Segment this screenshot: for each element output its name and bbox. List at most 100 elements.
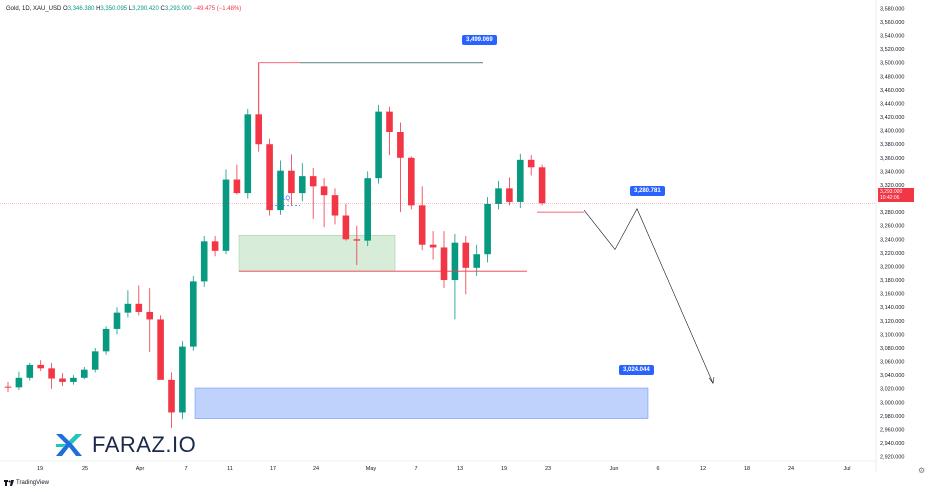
y-tick-label: 3,280.000: [880, 210, 904, 216]
candle-body: [364, 178, 371, 241]
symbol-title[interactable]: Gold, 1D, XAU_USD: [6, 6, 62, 12]
candle-body: [386, 111, 393, 132]
x-tick-label: 11: [227, 466, 233, 472]
blue-zone: [194, 387, 649, 419]
brand-name: FARAZ.IO: [92, 432, 197, 457]
x-tick-label: Jul: [843, 466, 850, 472]
close-label: C: [160, 6, 165, 12]
brand-logo: FARAZ.IO: [52, 430, 196, 460]
change-value: −49.475 (−1.48%): [193, 6, 242, 12]
candle-body: [517, 159, 524, 202]
projection-path: [583, 208, 714, 384]
demand-zone: [238, 234, 396, 272]
x-tick-label: 25: [82, 466, 88, 472]
candle-body: [429, 244, 437, 248]
y-tick-label: 3,360.000: [880, 156, 904, 162]
x-tick-label: 24: [313, 466, 319, 472]
settings-gear-icon[interactable]: ⚙: [918, 466, 926, 475]
x-tick-label: 6: [656, 466, 659, 472]
candle-body: [222, 179, 230, 251]
tradingview-icon: [4, 480, 14, 486]
y-tick-label: 3,260.000: [880, 224, 904, 230]
candle-body: [124, 303, 132, 313]
high-label: H: [96, 6, 101, 12]
current-price-tag: 3,293.000 10:42:06: [878, 188, 914, 202]
target-high-label[interactable]: 3,499.069: [462, 35, 497, 45]
y-tick-label: 3,540.000: [880, 34, 904, 40]
candle-body: [179, 346, 186, 413]
candle-body: [266, 144, 273, 211]
open-value: 3,346.380: [67, 6, 95, 12]
y-tick-label: 3,400.000: [880, 129, 904, 135]
candle-body: [320, 186, 328, 196]
y-tick-label: 3,440.000: [880, 101, 904, 107]
candle-body: [462, 242, 470, 268]
candle-body: [4, 386, 12, 388]
current-price-countdown: 10:42:06: [880, 195, 900, 201]
candle-body: [91, 351, 99, 370]
low-label: L: [128, 6, 133, 12]
y-tick-label: 3,560.000: [880, 20, 904, 26]
x-tick-label: 7: [414, 466, 417, 472]
low-value: 3,290.420: [132, 6, 159, 12]
candle-body: [484, 203, 491, 255]
x-tick-label: 17: [270, 466, 276, 472]
y-tick-label: 3,220.000: [880, 251, 904, 257]
target-low-label[interactable]: 3,024.044: [619, 365, 654, 375]
y-tick-label: 3,320.000: [880, 183, 904, 189]
y-tick-label: 2,940.000: [880, 441, 904, 447]
candle-body: [26, 364, 34, 378]
y-tick-label: 3,120.000: [880, 319, 904, 325]
candle-body: [440, 247, 448, 281]
y-tick-label: 3,180.000: [880, 278, 904, 284]
candle-body: [353, 239, 361, 241]
candle-body: [102, 328, 110, 352]
candle-body: [135, 303, 143, 312]
y-tick-label: 3,080.000: [880, 346, 904, 352]
candle-body: [59, 378, 66, 382]
y-tick-label: 3,580.000: [880, 6, 904, 12]
symbol-header: Gold, 1D, XAU_USD O3,346.380 H3,350.095 …: [6, 6, 241, 12]
y-tick-label: 2,920.000: [880, 455, 904, 461]
candle-body: [288, 170, 295, 194]
lq-label: LQ: [282, 196, 291, 202]
candle-body: [37, 364, 44, 369]
y-tick-label: 2,980.000: [880, 414, 904, 420]
y-tick-label: 3,020.000: [880, 387, 904, 393]
x-tick-label: 23: [545, 466, 551, 472]
candle-body: [190, 281, 197, 347]
y-tick-label: 3,140.000: [880, 305, 904, 311]
x-tick-label: 18: [744, 466, 750, 472]
x-tick-label: 24: [788, 466, 794, 472]
candle-body: [277, 170, 284, 211]
tradingview-label: TradingView: [16, 480, 50, 486]
y-tick-label: 3,160.000: [880, 292, 904, 298]
y-tick-label: 3,000.000: [880, 400, 904, 406]
candle-body: [527, 159, 535, 168]
y-tick-label: 3,460.000: [880, 88, 904, 94]
candle-body: [408, 157, 415, 206]
y-tick-label: 3,060.000: [880, 360, 904, 366]
target-mid-label[interactable]: 3,280.781: [630, 186, 665, 196]
tradingview-footer[interactable]: TradingView: [4, 480, 49, 486]
high-value: 3,350.095: [100, 6, 128, 12]
candle-body: [451, 242, 459, 281]
open-label: O: [63, 6, 68, 12]
candle-body: [397, 131, 404, 158]
y-tick-label: 3,040.000: [880, 373, 904, 379]
y-tick-label: 3,520.000: [880, 47, 904, 53]
candle-body: [538, 167, 546, 204]
x-tick-label: 12: [700, 466, 706, 472]
candle-body: [81, 369, 88, 378]
x-tick-label: 19: [37, 466, 43, 472]
y-tick-label: 3,340.000: [880, 169, 904, 175]
close-value: 3,293.000: [164, 6, 192, 12]
y-tick-label: 3,420.000: [880, 115, 904, 121]
candle-body: [244, 114, 252, 194]
y-tick-label: 3,380.000: [880, 142, 904, 148]
candle-body: [309, 176, 317, 187]
candle-body: [331, 195, 339, 216]
y-tick-label: 3,200.000: [880, 264, 904, 270]
